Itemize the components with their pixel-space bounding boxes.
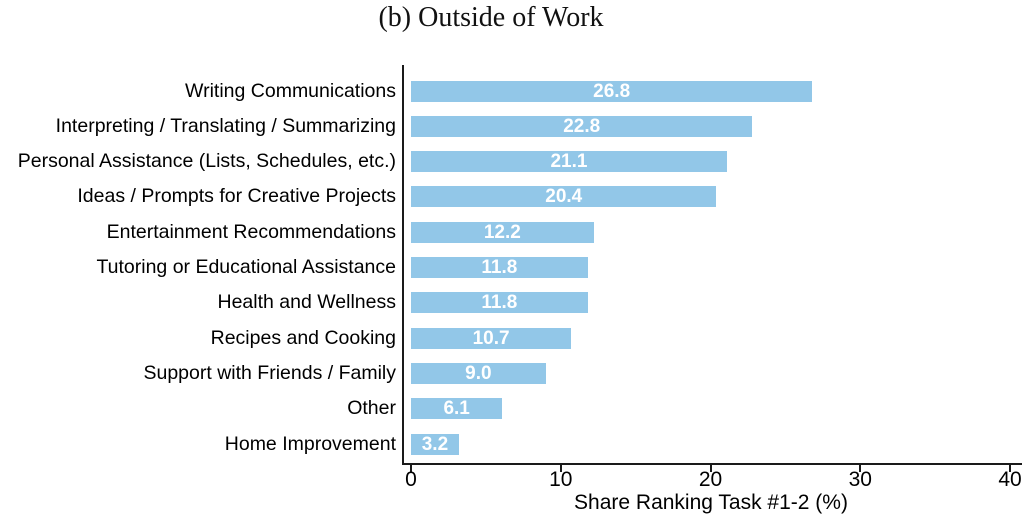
category-label: Interpreting / Translating / Summarizing xyxy=(55,114,396,137)
x-tick-mark xyxy=(1009,464,1011,472)
x-tick-label: 30 xyxy=(848,468,872,491)
bar-3: 21.1 xyxy=(411,151,727,173)
category-label: Tutoring or Educational Assistance xyxy=(96,256,396,278)
category-label: Recipes and Cooking xyxy=(210,326,396,349)
x-tick-label: 40 xyxy=(998,468,1022,491)
bar-7: 11.8 xyxy=(411,292,588,314)
bar-1: 26.8 xyxy=(411,80,813,102)
category-label: Support with Friends / Family xyxy=(143,361,396,384)
x-tick-mark xyxy=(859,464,862,472)
bar-10: 6.1 xyxy=(411,398,503,420)
category-label: Ideas / Prompts for Creative Projects xyxy=(77,185,396,208)
x-tick-label: 0 xyxy=(405,468,417,491)
y-axis-line xyxy=(402,65,404,465)
bar-8: 10.7 xyxy=(411,327,572,349)
x-axis-title: Share Ranking Task #1-2 (%) xyxy=(574,491,848,514)
category-label: Health and Wellness xyxy=(217,291,397,314)
bar-5: 12.2 xyxy=(411,221,594,243)
x-tick-mark xyxy=(559,464,562,472)
bar-2: 22.8 xyxy=(411,115,753,137)
bar-4: 20.4 xyxy=(411,186,717,208)
x-tick-mark xyxy=(709,464,712,472)
x-tick-mark xyxy=(410,464,412,472)
bar-11: 3.2 xyxy=(411,433,459,455)
chart-title: (b) Outside of Work xyxy=(378,2,604,33)
x-axis-line xyxy=(402,463,1022,465)
x-tick-label: 10 xyxy=(549,468,573,491)
category-label: Other xyxy=(347,397,396,420)
x-tick-label: 20 xyxy=(698,468,723,491)
bar-9: 9.0 xyxy=(411,362,546,384)
category-label: Personal Assistance (Lists, Schedules, e… xyxy=(17,150,396,173)
bar-6: 11.8 xyxy=(411,257,588,278)
category-label: Writing Communications xyxy=(185,79,396,102)
category-label: Entertainment Recommendations xyxy=(106,220,396,243)
category-label: Home Improvement xyxy=(224,432,396,455)
